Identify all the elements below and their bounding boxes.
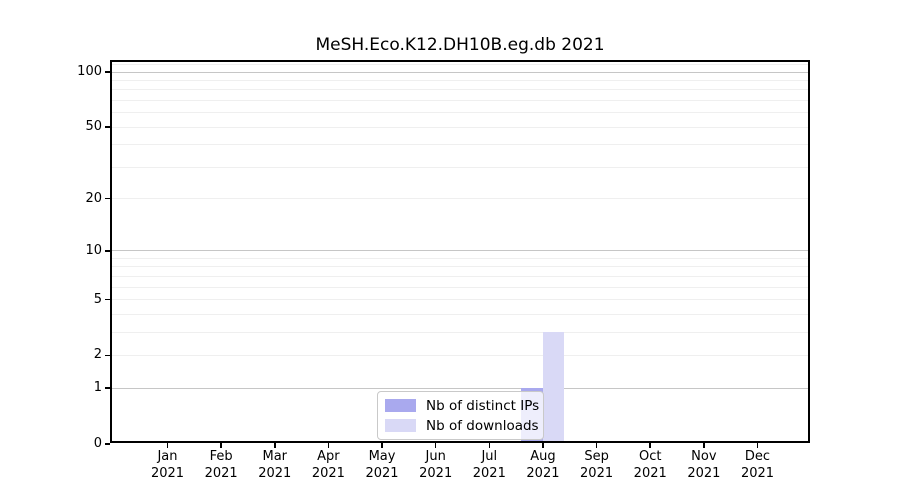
x-tick-feb — [220, 443, 222, 448]
x-tick-apr — [327, 443, 330, 448]
x-tick-may — [381, 443, 383, 448]
x-tick-month: Jan — [157, 449, 178, 464]
x-tick-mar — [274, 443, 276, 448]
x-tick-dec — [756, 443, 759, 448]
gridline-y-80 — [112, 89, 808, 91]
x-tick-month: Dec — [744, 449, 771, 464]
y-tick-label-1: 1 — [93, 380, 102, 396]
gridline-y-6 — [112, 286, 808, 288]
gridline-y-8 — [112, 266, 808, 268]
gridline-y-30 — [112, 166, 808, 168]
x-tick-label-mar: Mar 2021 — [243, 448, 307, 482]
gridline-y-3 — [112, 331, 808, 333]
y-tick-label-50: 50 — [85, 119, 102, 135]
gridline-y-1 — [112, 387, 808, 389]
x-tick-year: 2021 — [580, 466, 614, 481]
y-tick-20 — [105, 197, 110, 200]
legend-swatch-distinct-ips — [385, 399, 416, 412]
y-tick-50 — [105, 126, 110, 128]
plot-border — [110, 60, 810, 443]
gridline-y-9 — [112, 258, 808, 259]
x-tick-month: Oct — [638, 449, 662, 464]
legend-label-distinct-ips: Nb of distinct IPs — [426, 397, 540, 414]
gridline-y-90 — [112, 80, 808, 82]
x-tick-label-jan: Jan 2021 — [136, 448, 200, 482]
x-tick-label-oct: Oct 2021 — [618, 448, 682, 482]
legend-label-downloads: Nb of downloads — [426, 417, 539, 434]
gridline-y-20 — [112, 198, 808, 200]
x-tick-year: 2021 — [526, 466, 560, 481]
y-tick-2 — [105, 354, 110, 357]
x-tick-jun — [434, 443, 437, 448]
gridline-y-5 — [112, 299, 808, 301]
legend-item-distinct-ips: Nb of distinct IPs — [385, 397, 540, 414]
y-tick-0 — [105, 443, 110, 445]
x-tick-sep — [595, 443, 598, 448]
x-tick-year: 2021 — [740, 466, 775, 481]
gridline-y-10 — [112, 250, 808, 252]
x-tick-oct — [649, 443, 651, 448]
x-tick-month: Sep — [584, 449, 609, 464]
x-tick-month: Feb — [209, 449, 233, 464]
x-tick-label-sep: Sep 2021 — [565, 448, 629, 482]
gridline-y-50 — [112, 126, 808, 128]
x-tick-label-jun: Jun 2021 — [404, 448, 468, 482]
y-tick-1 — [105, 387, 110, 389]
x-tick-month: Nov — [691, 449, 717, 464]
x-tick-label-may: May 2021 — [350, 448, 414, 482]
y-tick-100 — [105, 71, 110, 73]
x-tick-year: 2021 — [365, 466, 399, 481]
x-tick-year: 2021 — [472, 466, 506, 481]
x-tick-year: 2021 — [258, 466, 292, 481]
y-tick-label-2: 2 — [93, 347, 102, 363]
x-tick-year: 2021 — [204, 466, 238, 481]
x-tick-year: 2021 — [311, 466, 345, 481]
x-tick-jan — [166, 443, 169, 448]
y-tick-label-5: 5 — [93, 291, 102, 307]
gridline-y-7 — [112, 275, 808, 277]
x-tick-nov — [703, 443, 705, 448]
legend-item-downloads: Nb of downloads — [385, 417, 539, 434]
x-tick-year: 2021 — [419, 466, 453, 481]
x-tick-month: Aug — [530, 449, 556, 464]
x-tick-label-nov: Nov 2021 — [672, 448, 736, 482]
bar-downloads-aug — [542, 332, 565, 441]
x-tick-month: Apr — [317, 449, 340, 464]
x-tick-jul — [488, 443, 491, 448]
x-tick-month: Mar — [262, 449, 288, 464]
y-tick-5 — [105, 298, 110, 301]
legend: Nb of distinct IPs Nb of downloads — [377, 391, 544, 440]
x-tick-label-dec: Dec 2021 — [726, 448, 790, 482]
y-tick-label-0: 0 — [93, 436, 102, 451]
x-tick-label-apr: Apr 2021 — [296, 448, 360, 482]
x-tick-label-aug: Aug 2021 — [511, 448, 575, 482]
y-tick-label-20: 20 — [85, 190, 102, 206]
gridline-y-40 — [112, 144, 808, 146]
legend-swatch-downloads — [385, 419, 416, 432]
x-tick-month: Jul — [481, 449, 498, 464]
x-tick-aug — [542, 443, 544, 448]
gridline-y-4 — [112, 313, 808, 315]
gridline-y-60 — [112, 112, 808, 114]
x-tick-label-feb: Feb 2021 — [189, 448, 253, 482]
x-tick-year: 2021 — [633, 466, 667, 481]
y-tick-label-10: 10 — [85, 242, 102, 258]
gridline-y-2 — [112, 354, 808, 356]
y-tick-label-100: 100 — [77, 64, 102, 80]
gridline-y-110 — [112, 64, 808, 66]
gridline-y-100 — [112, 71, 808, 73]
x-tick-year: 2021 — [687, 466, 721, 481]
chart-title: MeSH.Eco.K12.DH10B.eg.db 2021 — [315, 35, 605, 55]
y-tick-10 — [105, 250, 110, 252]
x-tick-month: May — [368, 449, 396, 464]
x-tick-label-jul: Jul 2021 — [457, 448, 521, 482]
x-tick-month: Jun — [425, 449, 446, 464]
gridline-y-70 — [112, 100, 808, 102]
x-tick-year: 2021 — [150, 466, 185, 481]
